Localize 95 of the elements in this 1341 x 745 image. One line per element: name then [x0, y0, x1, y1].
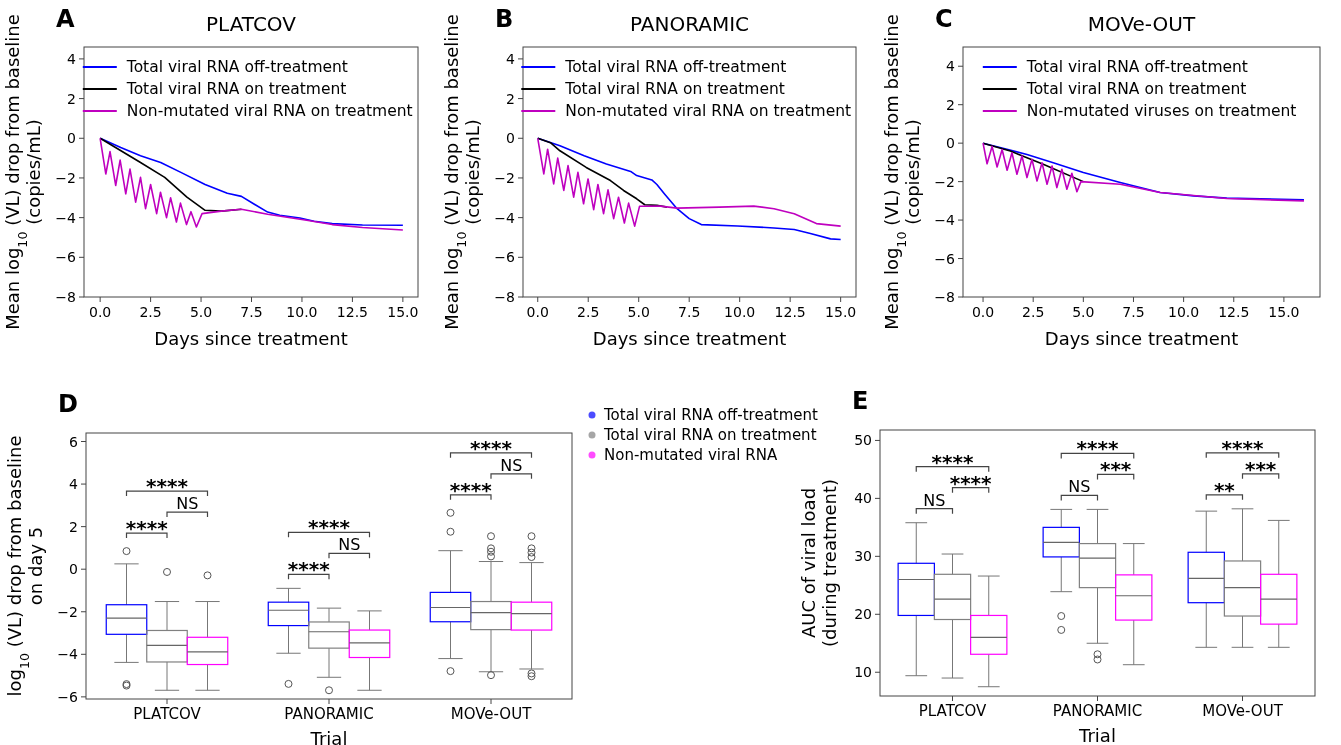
- y-tick-label: −8: [494, 289, 515, 305]
- legend-label: Total viral RNA on treatment: [564, 80, 785, 98]
- y-tick-label: −6: [55, 249, 77, 266]
- y-tick-label: −6: [57, 688, 79, 705]
- annotation: ****: [125, 516, 169, 541]
- x-tick-label: 0.0: [89, 304, 112, 320]
- y-tick-label: 2: [506, 90, 515, 107]
- x-tick-label: MOVe-OUT: [1202, 702, 1284, 720]
- text: B: [495, 5, 514, 33]
- legend-label: Total viral RNA on treatment: [603, 426, 817, 444]
- line-series: [982, 142, 1085, 183]
- y-tick-label: 0: [946, 135, 955, 152]
- y-tick-label: −2: [57, 603, 78, 620]
- x-tick-label: 10.0: [286, 304, 318, 320]
- x-tick-label: 5.0: [189, 304, 213, 320]
- y-tick-label: −2: [494, 169, 515, 186]
- y-tick-label: −4: [57, 646, 79, 663]
- y-tick-label: 4: [946, 58, 956, 75]
- y-tick-label: −8: [55, 289, 76, 305]
- x-tick-label: 0.0: [971, 304, 995, 320]
- y-tick-label: 40: [854, 490, 872, 507]
- x-axis-title: Days since treatment: [1044, 328, 1239, 349]
- x-tick-label: 12.5: [336, 304, 368, 320]
- legend-label: Total viral RNA on treatment: [125, 80, 347, 98]
- y-tick-label: 6: [69, 433, 79, 450]
- x-tick-label: 12.5: [774, 304, 806, 320]
- legend-label: Non-mutated viruses on treatment: [1026, 102, 1297, 120]
- x-tick-label: 5.0: [627, 304, 650, 320]
- text: A: [56, 5, 75, 33]
- legend-label: Total viral RNA off-treatment: [603, 406, 819, 424]
- text: C: [935, 5, 953, 33]
- annotation: **: [1213, 477, 1236, 502]
- legend-label: Total viral RNA off-treatment: [564, 58, 787, 76]
- x-tick-label: PLATCOV: [918, 702, 987, 720]
- x-tick-label: 2.5: [1022, 304, 1045, 320]
- y-tick-label: 0: [69, 561, 78, 578]
- legend-label: Total viral RNA off-treatment: [1025, 58, 1248, 76]
- y-tick-label: −4: [934, 212, 956, 229]
- chart-title: PANORAMIC: [629, 12, 750, 36]
- y-tick-label: 50: [854, 432, 872, 449]
- x-tick-label: 10.0: [724, 304, 756, 320]
- legend-label: Non-mutated viral RNA on treatment: [126, 102, 413, 120]
- y-tick-label: 0: [67, 130, 76, 147]
- legend-label: Non-mutated viral RNA: [604, 446, 778, 464]
- y-tick-label: −6: [494, 249, 516, 266]
- x-axis-title: Trial: [1078, 725, 1116, 745]
- x-tick-label: 2.5: [139, 304, 162, 320]
- chart-title: MOVe-OUT: [1087, 12, 1197, 36]
- y-tick-label: 2: [946, 96, 955, 113]
- y-tick-label: −2: [55, 169, 76, 186]
- y-axis-title: AUC of viral load (during treatment): [798, 478, 840, 648]
- annotation: ****: [287, 557, 331, 582]
- annotation: NS: [923, 490, 946, 510]
- text: E: [852, 387, 869, 415]
- y-tick-label: −8: [934, 289, 955, 305]
- x-tick-label: 15.0: [1268, 304, 1300, 320]
- x-tick-label: 7.5: [240, 304, 263, 320]
- x-tick-label: 15.0: [387, 304, 419, 320]
- x-tick-label: 0.0: [526, 304, 549, 320]
- y-tick-label: 2: [69, 518, 78, 535]
- x-tick-label: MOVe-OUT: [450, 705, 533, 723]
- y-tick-label: −6: [934, 250, 956, 267]
- y-tick-label: 4: [506, 50, 516, 67]
- x-tick-label: 7.5: [1122, 304, 1145, 320]
- x-axis-title: Trial: [309, 728, 348, 745]
- chart-title: PLATCOV: [206, 12, 297, 36]
- legend-label: Total viral RNA on treatment: [1025, 80, 1247, 98]
- y-tick-label: 4: [69, 476, 79, 493]
- annotation: NS: [338, 535, 361, 555]
- legend-label: Non-mutated viral RNA on treatment: [565, 102, 852, 120]
- annotation: ****: [449, 477, 493, 502]
- y-tick-label: 20: [854, 606, 872, 623]
- x-tick-label: 15.0: [825, 304, 857, 320]
- y-tick-label: 2: [67, 90, 76, 107]
- y-tick-label: 0: [506, 130, 515, 147]
- y-tick-label: 30: [854, 548, 872, 565]
- x-tick-label: PANORAMIC: [1052, 702, 1143, 720]
- x-tick-label: PLATCOV: [133, 705, 202, 723]
- x-tick-label: 2.5: [577, 304, 600, 320]
- annotation: NS: [1068, 477, 1091, 497]
- x-tick-label: PANORAMIC: [284, 705, 374, 723]
- x-tick-label: 12.5: [1218, 304, 1250, 320]
- y-tick-label: −4: [494, 209, 516, 226]
- legend-label: Total viral RNA off-treatment: [125, 58, 348, 76]
- x-axis-title: Days since treatment: [592, 328, 787, 349]
- y-tick-label: −4: [55, 209, 77, 226]
- y-tick-label: 10: [854, 664, 872, 681]
- x-tick-label: 10.0: [1168, 304, 1200, 320]
- x-tick-label: 7.5: [678, 304, 701, 320]
- y-tick-label: 4: [67, 50, 77, 67]
- text: D: [58, 390, 78, 418]
- x-axis-title: Days since treatment: [154, 328, 348, 349]
- x-tick-label: 5.0: [1072, 304, 1095, 320]
- y-tick-label: −2: [934, 173, 955, 190]
- annotation: NS: [176, 494, 199, 514]
